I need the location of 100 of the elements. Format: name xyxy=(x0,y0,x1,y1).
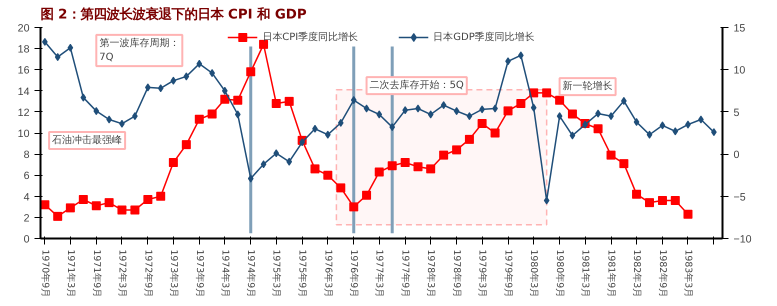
point xyxy=(323,170,332,180)
point xyxy=(632,190,642,199)
point xyxy=(93,107,100,116)
y-tick-label: 2 xyxy=(24,212,30,224)
point xyxy=(595,110,601,118)
point xyxy=(349,202,358,212)
point xyxy=(646,130,652,139)
y-tick-label: 8 xyxy=(24,149,30,162)
point xyxy=(518,51,524,60)
annotation: 新一轮增长 xyxy=(562,80,613,92)
legend-label: 日本CPI季度同比增长 xyxy=(262,30,358,44)
y-tick-label: 6 xyxy=(24,170,30,182)
point xyxy=(464,134,474,144)
point xyxy=(119,120,125,128)
point xyxy=(698,115,704,124)
annotation: 二次去库存开始：5Q xyxy=(370,79,464,92)
point xyxy=(222,86,228,95)
y2-tick-label: −10 xyxy=(734,234,752,246)
point xyxy=(544,196,550,205)
point xyxy=(389,123,396,132)
point xyxy=(92,201,101,210)
point xyxy=(400,158,410,168)
x-tick-label: 1971年9月 xyxy=(90,250,102,298)
y-tick-label: 0 xyxy=(24,234,30,246)
x-tick-label: 1979年9月 xyxy=(502,250,514,298)
point xyxy=(209,69,215,78)
x-tick-label: 1975年3月 xyxy=(270,250,282,298)
y2-tick-label: 15 xyxy=(734,22,746,34)
point xyxy=(336,183,346,192)
point xyxy=(711,128,717,136)
point xyxy=(621,96,627,105)
point xyxy=(208,110,217,119)
point xyxy=(568,110,577,119)
y-tick-label: 20 xyxy=(18,22,30,34)
y2-tick-label: 10 xyxy=(734,64,746,77)
point xyxy=(645,198,654,208)
x-tick-label: 1980年3月 xyxy=(528,250,540,298)
point xyxy=(672,127,678,136)
x-tick-label: 1975年9月 xyxy=(296,250,308,298)
point xyxy=(272,98,281,108)
point xyxy=(364,104,370,113)
x-tick-label: 1976年3月 xyxy=(322,250,334,298)
y-tick-label: 14 xyxy=(18,86,30,98)
point xyxy=(168,158,178,168)
point xyxy=(505,57,511,66)
chart-title: 图 2：第四波长波衰退下的日本 CPI 和 GDP xyxy=(40,6,307,22)
point xyxy=(439,150,448,160)
point xyxy=(440,101,446,110)
point xyxy=(670,196,680,206)
x-tick-label: 1982年9月 xyxy=(656,250,668,298)
point xyxy=(194,114,204,124)
point xyxy=(376,110,382,118)
point xyxy=(454,107,460,116)
point xyxy=(170,76,176,85)
point xyxy=(117,206,126,215)
legend-label: 日本GDP季度同比增长 xyxy=(433,30,535,44)
y-tick-label: 18 xyxy=(18,44,30,56)
point xyxy=(260,160,266,168)
x-tick-label: 1972年3月 xyxy=(116,250,128,298)
y2-tick-label: 5 xyxy=(734,106,740,119)
y-tick-label: 10 xyxy=(18,128,30,140)
x-tick-label: 1973年9月 xyxy=(194,250,205,298)
point xyxy=(78,194,88,204)
point xyxy=(413,162,422,172)
point xyxy=(54,53,61,62)
point xyxy=(594,124,603,134)
x-tick-label: 1982年3月 xyxy=(631,250,642,298)
x-tick-label: 1979年3月 xyxy=(476,250,488,298)
y-tick-label: 4 xyxy=(24,191,30,204)
point xyxy=(466,112,472,120)
point xyxy=(402,106,408,114)
point xyxy=(556,112,562,120)
point xyxy=(530,104,537,112)
point xyxy=(106,115,112,124)
point xyxy=(374,168,384,177)
point xyxy=(40,200,50,210)
x-tick-label: 1977年9月 xyxy=(400,250,411,298)
point xyxy=(80,94,86,102)
point xyxy=(606,150,616,160)
point xyxy=(132,112,138,120)
x-tick-label: 1974年3月 xyxy=(219,250,230,298)
x-tick-label: 1974年9月 xyxy=(245,250,256,298)
x-tick-label: 1981年9月 xyxy=(606,250,617,298)
point xyxy=(570,132,576,140)
y-tick-label: 12 xyxy=(18,106,30,119)
point xyxy=(196,60,202,68)
y2-tick-label: −5 xyxy=(734,191,746,204)
point xyxy=(145,83,151,92)
point xyxy=(246,67,256,76)
point xyxy=(685,120,691,129)
point xyxy=(555,96,564,105)
point xyxy=(53,212,62,221)
point xyxy=(478,119,487,128)
point xyxy=(426,164,436,174)
x-tick-label: 1976年9月 xyxy=(348,250,360,298)
point xyxy=(104,198,114,208)
point xyxy=(130,206,140,215)
point xyxy=(324,130,331,139)
point xyxy=(184,72,190,80)
point xyxy=(233,96,242,105)
